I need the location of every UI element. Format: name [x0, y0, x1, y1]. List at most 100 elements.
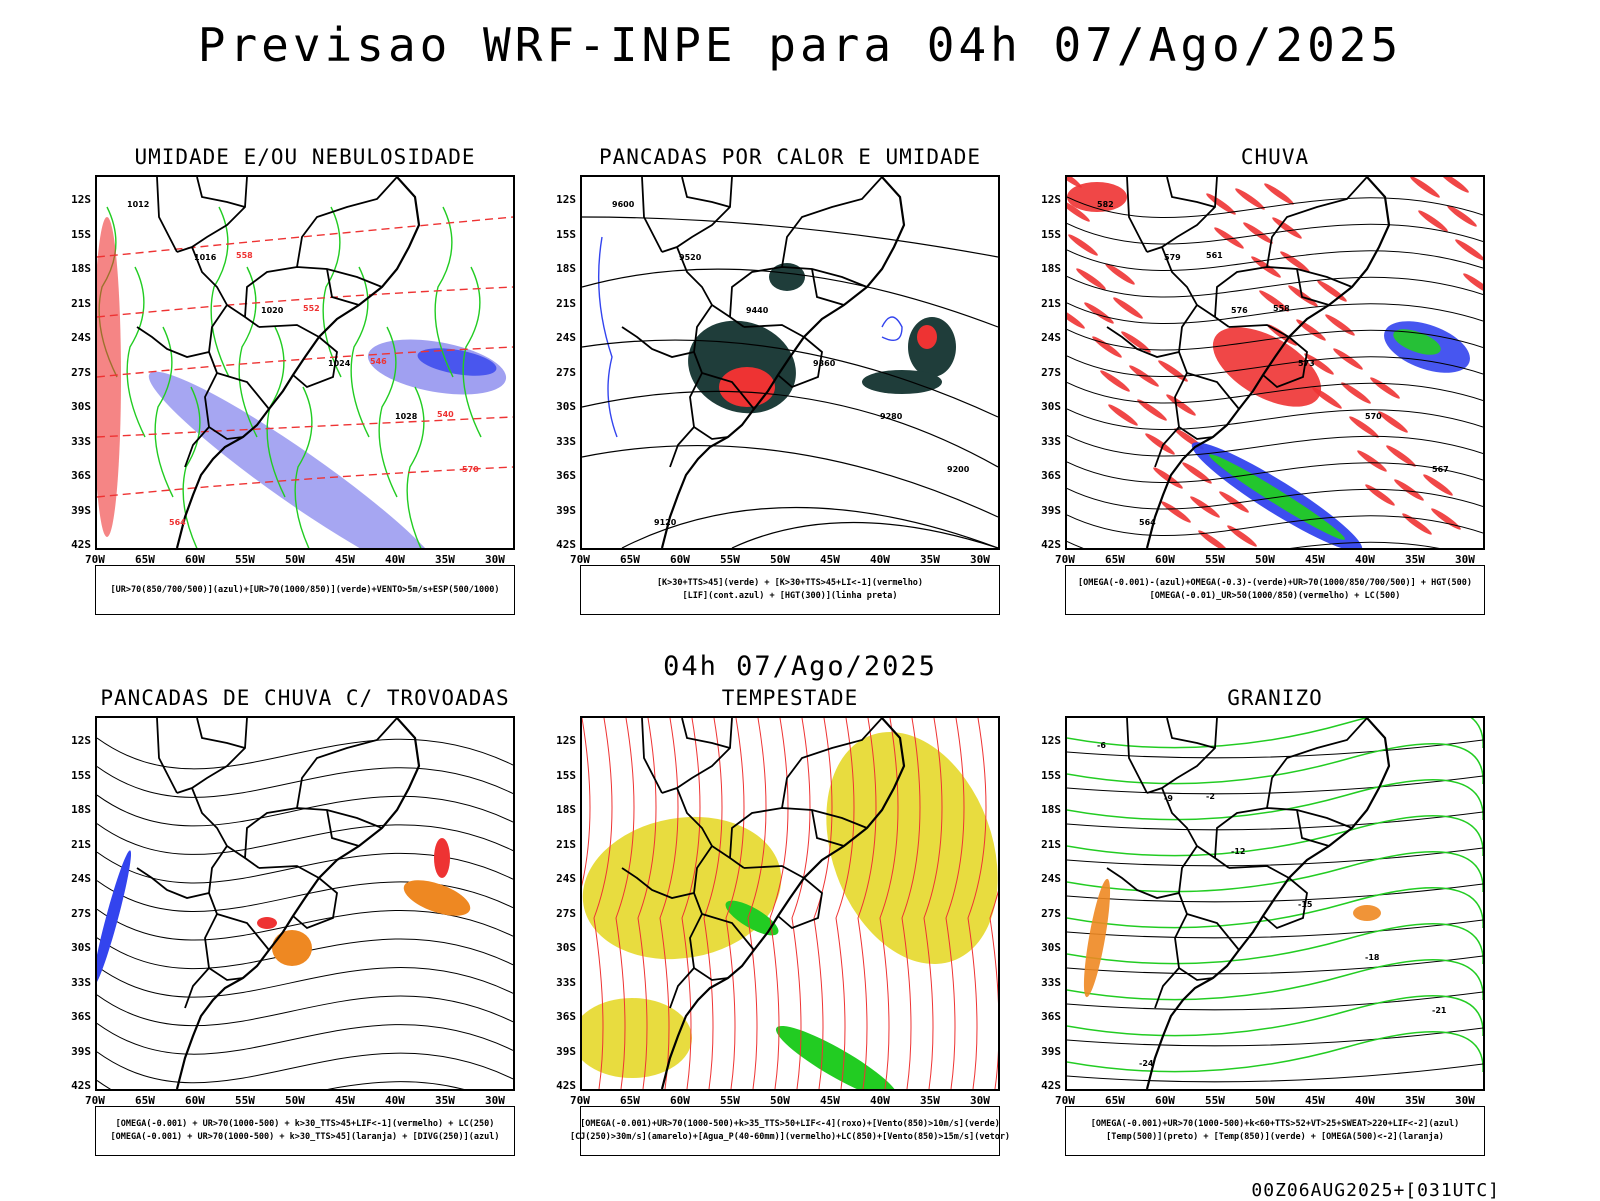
rain-area [1304, 353, 1334, 375]
lon-tick-label: 60W [670, 553, 690, 566]
lat-tick-label: 24S [1041, 331, 1061, 344]
height-contour [731, 521, 998, 548]
legend-box: [OMEGA(-0.001) + UR>70(1000-500) + k>30_… [95, 1106, 515, 1156]
lon-tick-label: 55W [235, 553, 255, 566]
panel-title: GRANIZO [1227, 686, 1323, 710]
streamline [97, 823, 513, 855]
lat-tick-label: 12S [556, 734, 576, 747]
temp-500-contour [1067, 811, 1483, 831]
state-border [208, 304, 270, 410]
state-border [1126, 177, 1148, 253]
lat-tick-label: 18S [71, 262, 91, 275]
contour-label: -6 [1097, 741, 1106, 750]
streamline [1067, 488, 1483, 510]
map-frame [95, 716, 515, 1091]
lon-tick-label: 30W [485, 553, 505, 566]
state-border [1296, 809, 1330, 847]
lon-tick-label: 70W [85, 1094, 105, 1107]
legend-text: [CJ(250)>30m/s](amarelo)+[Agua_P(40-60mm… [569, 1132, 1011, 1142]
rain-area [1264, 183, 1294, 205]
lat-tick-label: 39S [1041, 503, 1061, 517]
lon-tick-label: 70W [570, 553, 590, 566]
rain-area [1108, 404, 1138, 426]
lat-tick-label: 39S [556, 503, 576, 517]
rain-area [1084, 302, 1114, 324]
state-border [661, 718, 733, 794]
contour-label: -9 [1164, 794, 1173, 803]
lat-tick-label: 36S [556, 469, 576, 482]
streamline-850 [659, 718, 679, 1089]
lon-tick-label: 55W [720, 553, 740, 566]
rain-area [1067, 177, 1082, 188]
lif-contour [881, 316, 903, 341]
streamline [1067, 329, 1483, 351]
contour-label: 9200 [947, 465, 970, 474]
rain-area [1137, 399, 1167, 421]
rain-area [1219, 491, 1249, 513]
humidity-low-contour [238, 266, 258, 438]
temp-850-contour [1067, 1031, 1483, 1073]
lat-tick-label: 24S [1041, 872, 1061, 885]
lat-tick-label: 15S [1041, 768, 1061, 782]
streamline-850 [923, 718, 943, 1089]
lon-tick-label: 50W [770, 553, 790, 566]
contour-label: 564 [1139, 518, 1156, 527]
state-border [176, 718, 248, 794]
state-border [621, 867, 695, 899]
lon-tick-label: 30W [970, 1094, 990, 1107]
humidity-low-contour [350, 266, 370, 438]
humidity-low-contour [294, 386, 313, 548]
rain-area [1105, 263, 1135, 285]
rain-area [1161, 501, 1191, 523]
state-border [1161, 246, 1230, 328]
legend-text: [OMEGA(-0.001) + UR>70(1000-500) + k>30_… [110, 1132, 500, 1142]
lon-tick-label: 50W [1255, 1094, 1275, 1107]
state-border [176, 177, 248, 253]
streamline [1067, 302, 1483, 324]
state-border [811, 268, 845, 306]
wind-850-area [725, 900, 779, 936]
state-border [693, 845, 755, 951]
panel-trovoadas: PANCADAS DE CHUVA C/ TROVOADAS 12S 15S 18S 2… [55, 686, 555, 1166]
temp-850-contour [1067, 959, 1483, 1001]
state-border [326, 268, 360, 306]
rain-area [1349, 416, 1379, 438]
lat-tick-label: 42S [1041, 1079, 1061, 1092]
lon-tick-label: 30W [1455, 1094, 1475, 1107]
lat-tick-label: 36S [1041, 469, 1061, 482]
contour-label: -12 [1231, 847, 1245, 856]
lat-tick-label: 36S [71, 469, 91, 482]
streamline-850 [637, 718, 657, 1089]
state-border [204, 913, 244, 981]
rain-area [1370, 377, 1400, 399]
state-border [1106, 867, 1180, 899]
lon-tick-label: 45W [335, 1094, 355, 1107]
temp-850-contour [1067, 743, 1483, 785]
humidity-low-contour [378, 326, 398, 498]
legend-text: [OMEGA(-0.001)+UR>70(1000-500)+k<60+TTS>… [1090, 1119, 1460, 1129]
temp-500-contour [1067, 919, 1483, 939]
state-border [641, 177, 663, 253]
instability-area [862, 370, 942, 394]
lat-tick-label: 30S [556, 400, 576, 413]
contour-label: -24 [1139, 1059, 1154, 1068]
legend-box: [OMEGA(-0.001)+UR>70(1000-500)+k<60+TTS>… [1065, 1106, 1485, 1156]
contour-label: 9600 [612, 200, 635, 209]
state-border [1166, 177, 1216, 208]
humidity-low-contour [210, 206, 230, 378]
streamline-850 [901, 718, 921, 1089]
lat-tick-label: 24S [71, 872, 91, 885]
height-contour [582, 216, 998, 258]
map-plot [582, 718, 998, 1089]
lat-tick-label: 15S [1041, 227, 1061, 241]
lon-tick-label: 55W [1205, 553, 1225, 566]
lat-tick-label: 21S [71, 837, 91, 851]
streamline-850 [725, 718, 745, 1089]
streamline [1067, 382, 1483, 404]
state-border [743, 324, 805, 338]
lat-tick-label: 36S [556, 1010, 576, 1023]
contour-label: -15 [1298, 900, 1313, 909]
legend-text: [Temp(500)](preto) + [Temp(850)](verde) … [1106, 1132, 1444, 1142]
contour-label: -21 [1432, 1006, 1447, 1015]
streamline [97, 1051, 513, 1084]
